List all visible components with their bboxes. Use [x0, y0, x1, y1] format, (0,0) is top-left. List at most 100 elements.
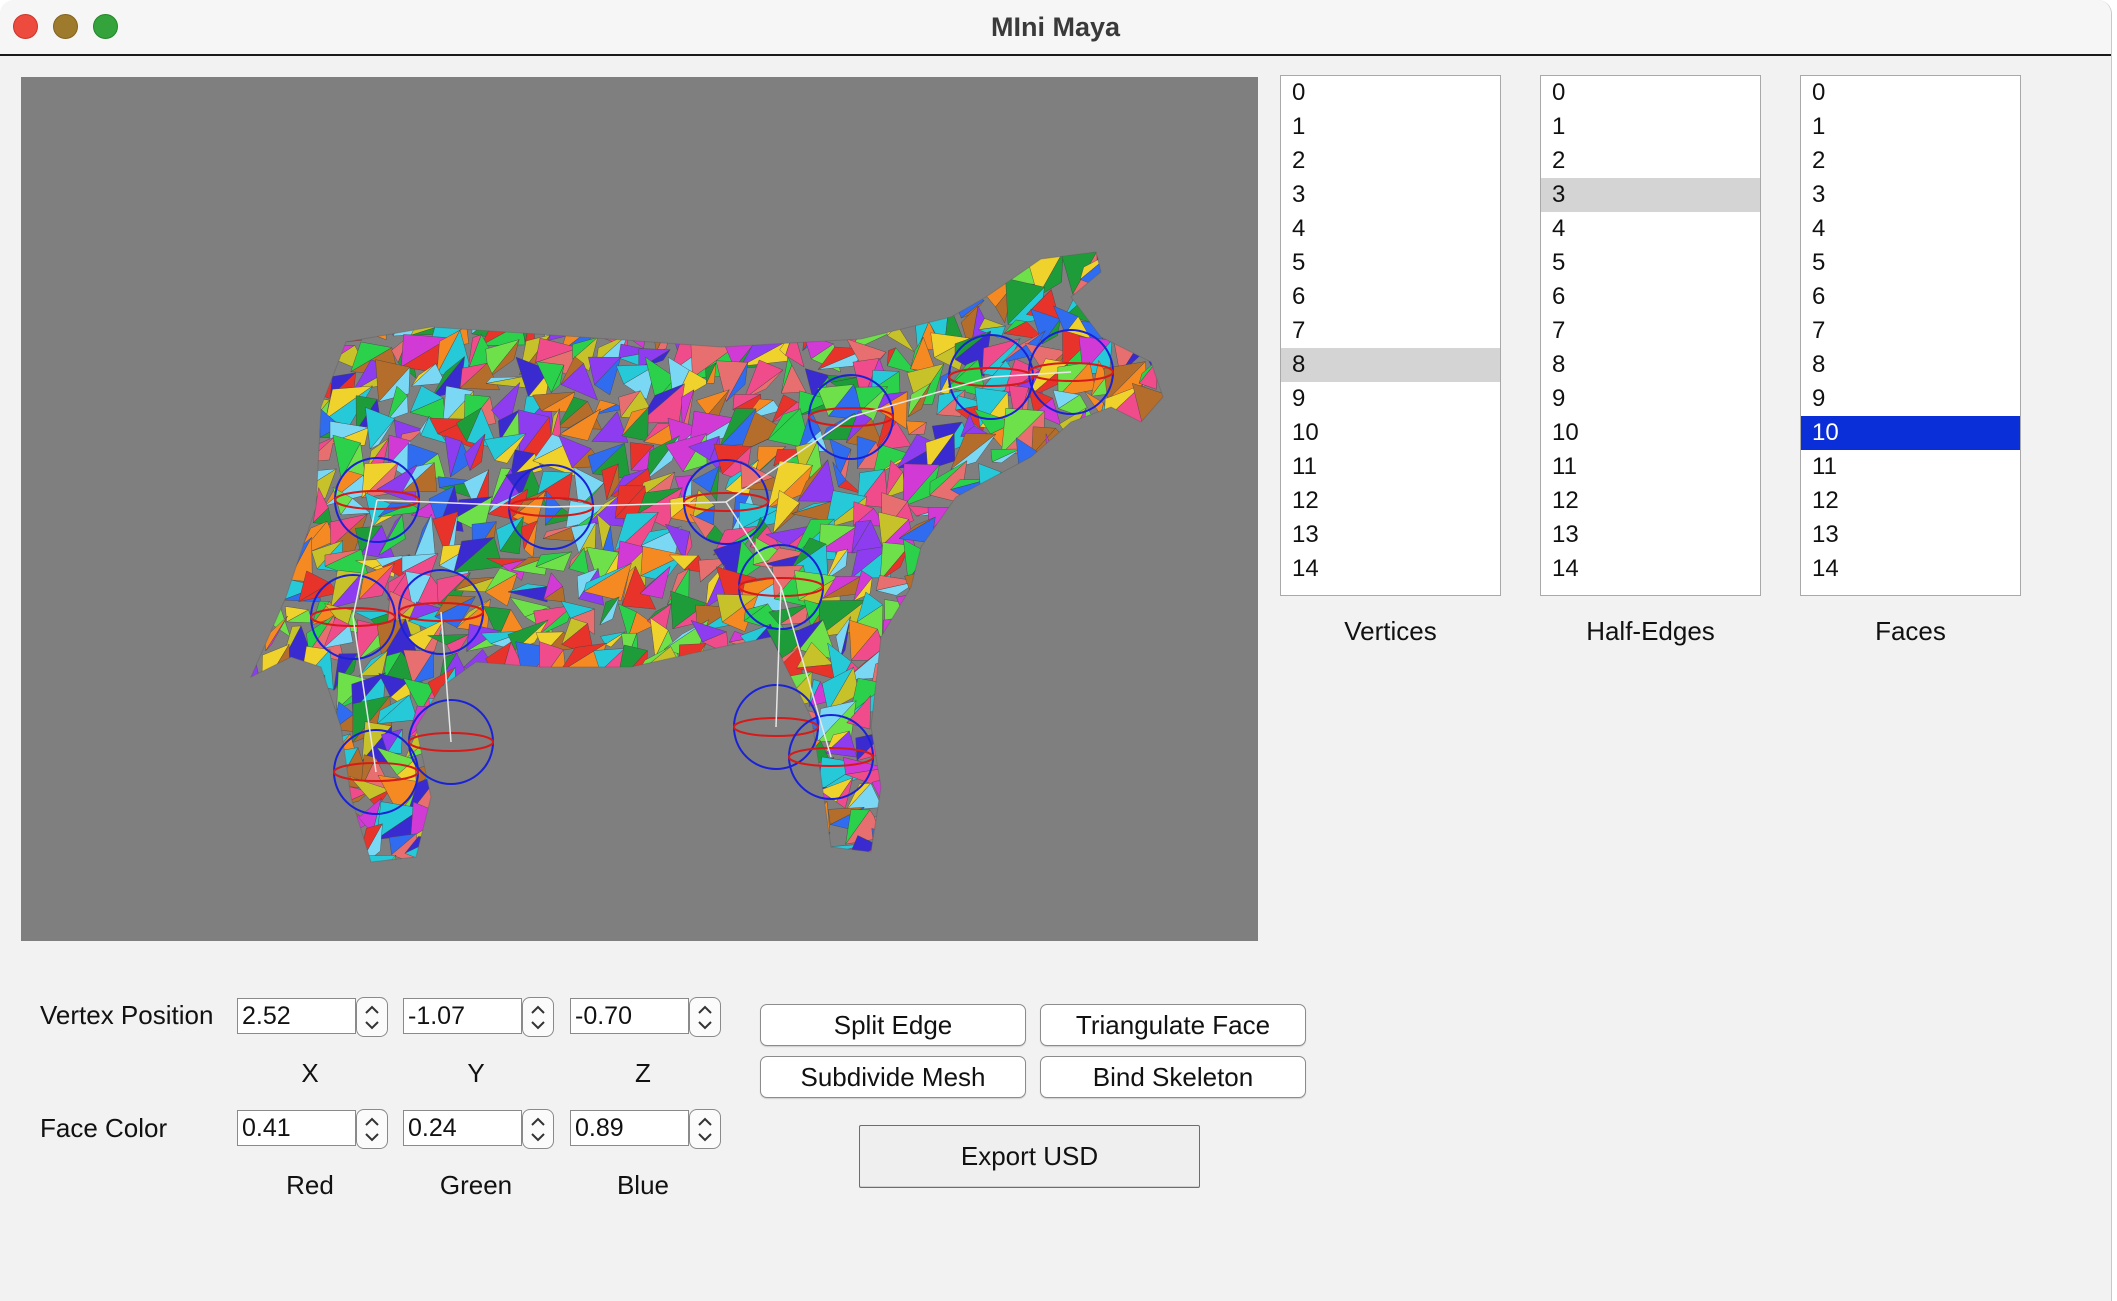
mesh-face: [279, 438, 314, 481]
list-item[interactable]: 10: [1292, 419, 1319, 446]
mesh-face: [927, 720, 954, 753]
triangulate-face-button[interactable]: Triangulate Face: [1040, 1004, 1306, 1046]
vertex-x-stepper-icon[interactable]: [356, 997, 388, 1037]
vertex-y-spinbox[interactable]: [403, 997, 554, 1037]
list-item[interactable]: 4: [1552, 215, 1566, 242]
cow-mesh-render[interactable]: [21, 77, 1258, 941]
bind-skeleton-button[interactable]: Bind Skeleton: [1040, 1056, 1306, 1098]
face-red-stepper-icon[interactable]: [356, 1109, 388, 1149]
vertex-x-input[interactable]: [237, 998, 356, 1034]
mesh-face: [251, 257, 294, 279]
minimize-window-button[interactable]: [53, 14, 78, 39]
mesh-face: [1002, 831, 1048, 852]
list-item[interactable]: 8: [1812, 351, 1826, 378]
subdivide-mesh-button[interactable]: Subdivide Mesh: [760, 1056, 1026, 1098]
face-blue-spinbox[interactable]: [570, 1109, 721, 1149]
list-item[interactable]: 13: [1292, 521, 1319, 548]
mesh-face: [523, 520, 538, 558]
list-item[interactable]: 1: [1552, 113, 1566, 140]
face-green-input[interactable]: [403, 1110, 522, 1146]
list-item[interactable]: 14: [1812, 555, 1839, 582]
split-edge-button[interactable]: Split Edge: [760, 1004, 1026, 1046]
mesh-face: [251, 729, 258, 758]
face-blue-input[interactable]: [570, 1110, 689, 1146]
list-item[interactable]: 12: [1292, 487, 1319, 514]
face-red-spinbox[interactable]: [237, 1109, 388, 1149]
half-edges-list[interactable]: 0 1 2 3 4 5 6 7 8 9 10 11 12 13 14: [1540, 75, 1761, 596]
close-window-button[interactable]: [13, 14, 38, 39]
red-channel-label: Red: [286, 1170, 334, 1200]
list-item-partial[interactable]: [1541, 586, 1760, 595]
face-green-stepper-icon[interactable]: [522, 1109, 554, 1149]
mesh-face: [907, 680, 928, 707]
list-item-partial[interactable]: [1281, 586, 1500, 595]
list-item[interactable]: 2: [1812, 147, 1826, 174]
list-item-partial[interactable]: [1801, 586, 2020, 595]
face-blue-stepper-icon[interactable]: [689, 1109, 721, 1149]
vertices-list[interactable]: 0 1 2 3 4 5 6 7 8 9 10 11 12 13 14: [1280, 75, 1501, 596]
list-item[interactable]: 8: [1281, 348, 1500, 382]
mesh-face: [512, 779, 551, 807]
mesh-face: [1168, 477, 1199, 501]
list-item[interactable]: 11: [1812, 453, 1837, 480]
list-item[interactable]: 12: [1812, 487, 1839, 514]
vertex-x-spinbox[interactable]: [237, 997, 388, 1037]
vertex-z-input[interactable]: [570, 998, 689, 1034]
mesh-face: [1057, 452, 1093, 469]
list-item[interactable]: 0: [1812, 79, 1826, 106]
mesh-face: [886, 707, 917, 741]
mesh-face: [412, 252, 450, 258]
list-item[interactable]: 4: [1812, 215, 1826, 242]
face-red-input[interactable]: [237, 1110, 356, 1146]
face-green-spinbox[interactable]: [403, 1109, 554, 1149]
list-item[interactable]: 2: [1552, 147, 1566, 174]
list-item[interactable]: 0: [1292, 79, 1306, 106]
3d-viewport[interactable]: [21, 77, 1258, 941]
list-item[interactable]: 5: [1812, 249, 1826, 276]
export-usd-button[interactable]: Export USD: [859, 1125, 1200, 1188]
list-item[interactable]: 5: [1292, 249, 1306, 276]
mesh-face: [683, 264, 711, 285]
list-item[interactable]: 7: [1292, 317, 1306, 344]
list-item[interactable]: 1: [1812, 113, 1826, 140]
list-item[interactable]: 9: [1292, 385, 1306, 412]
list-item[interactable]: 10: [1552, 419, 1579, 446]
list-item[interactable]: 9: [1812, 385, 1826, 412]
list-item[interactable]: 4: [1292, 215, 1306, 242]
list-item[interactable]: 8: [1552, 351, 1566, 378]
list-item[interactable]: 14: [1552, 555, 1579, 582]
mesh-face: [869, 252, 906, 274]
list-item[interactable]: 11: [1552, 453, 1577, 480]
list-item[interactable]: 14: [1292, 555, 1319, 582]
vertex-z-spinbox[interactable]: [570, 997, 721, 1037]
mesh-face: [559, 733, 591, 766]
mesh-face: [515, 264, 537, 287]
mesh-face: [1095, 782, 1122, 820]
list-item[interactable]: 1: [1292, 113, 1306, 140]
list-item[interactable]: 0: [1552, 79, 1566, 106]
list-item[interactable]: 6: [1552, 283, 1566, 310]
list-item[interactable]: 7: [1552, 317, 1566, 344]
list-item[interactable]: 3: [1292, 181, 1306, 208]
list-item[interactable]: 9: [1552, 385, 1566, 412]
list-item[interactable]: 13: [1552, 521, 1579, 548]
maximize-window-button[interactable]: [93, 14, 118, 39]
vertex-y-input[interactable]: [403, 998, 522, 1034]
list-item[interactable]: 6: [1812, 283, 1826, 310]
list-item[interactable]: 7: [1812, 317, 1826, 344]
list-item[interactable]: 10: [1801, 416, 2020, 450]
faces-list[interactable]: 0 1 2 3 4 5 6 7 8 9 10 11 12 13 14: [1800, 75, 2021, 596]
mesh-face: [1072, 459, 1092, 493]
list-item[interactable]: 3: [1541, 178, 1760, 212]
vertex-y-stepper-icon[interactable]: [522, 997, 554, 1037]
list-item[interactable]: 12: [1552, 487, 1579, 514]
list-item[interactable]: 6: [1292, 283, 1306, 310]
vertex-z-stepper-icon[interactable]: [689, 997, 721, 1037]
list-item[interactable]: 11: [1292, 453, 1317, 480]
list-item[interactable]: 5: [1552, 249, 1566, 276]
mesh-face: [1111, 649, 1143, 689]
list-item[interactable]: 13: [1812, 521, 1839, 548]
mesh-face: [533, 796, 567, 829]
list-item[interactable]: 2: [1292, 147, 1306, 174]
list-item[interactable]: 3: [1812, 181, 1826, 208]
